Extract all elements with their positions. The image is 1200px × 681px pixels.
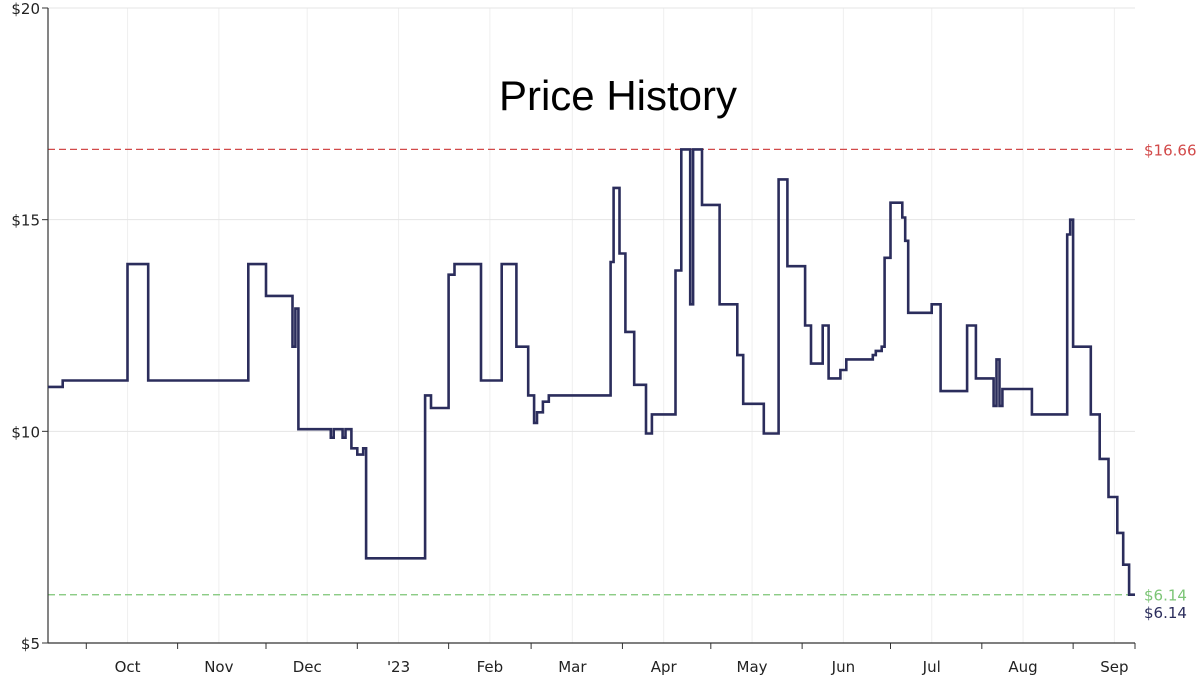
y-tick-labels: $5 $10 $15 $20 (11, 0, 40, 653)
vertical-gridlines (127, 8, 1115, 643)
x-tick-label: Jun (831, 658, 855, 676)
y-tick-label: $10 (11, 423, 40, 441)
reference-line-label: $6.14 (1144, 587, 1187, 605)
x-tick-label: Feb (477, 658, 504, 676)
x-tick-label: May (737, 658, 768, 676)
x-tick-label: Mar (558, 658, 587, 676)
x-tick-labels: Oct Nov Dec '23 Feb Mar Apr May Jun Jul Aug Sep (115, 658, 1129, 676)
reference-labels: $16.66 $6.14 (1144, 141, 1197, 604)
reference-lines (48, 148, 1135, 596)
reference-line-label: $16.66 (1144, 141, 1197, 159)
y-tick-label: $15 (11, 212, 40, 230)
y-tick-label: $5 (21, 635, 40, 653)
chart-title: Price History (499, 72, 737, 119)
x-tick-label: Dec (293, 658, 322, 676)
x-tick-label: Nov (204, 658, 233, 676)
price-line (48, 148, 1135, 596)
x-tick-label: '23 (387, 658, 410, 676)
x-tick-label: Sep (1100, 658, 1128, 676)
x-tick-label: Apr (651, 658, 678, 676)
x-tick-label: Aug (1008, 658, 1037, 676)
y-tick-label: $20 (11, 0, 40, 18)
x-tick-label: Oct (115, 658, 141, 676)
current-price-label: $6.14 (1144, 604, 1187, 622)
axes (42, 7, 1136, 649)
price-series (48, 148, 1135, 596)
x-tick-label: Jul (922, 658, 941, 676)
